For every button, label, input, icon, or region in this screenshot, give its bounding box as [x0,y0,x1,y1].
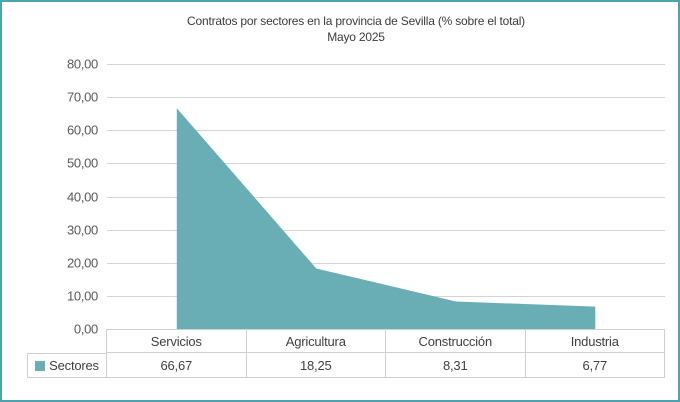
table-legend-spacer [27,329,107,353]
y-tick-label: 80,00 [66,56,98,72]
gridline [107,262,665,264]
chart-title-line1: Contratos por sectores en la provincia d… [187,14,525,28]
series-legend-swatch-icon [35,360,46,371]
chart-title-line2: Mayo 2025 [327,30,385,44]
y-axis-labels: 0,00 10,00 20,00 30,00 40,00 50,00 60,00 70,00 8… [40,57,98,337]
table-value-cell: 8,31 [386,353,526,378]
table-category-header: Agricultura [246,329,386,353]
y-tick-label: 0,00 [73,321,98,337]
area-polygon [176,108,596,329]
y-tick-label: 60,00 [66,122,98,138]
chart-data-table: Servicios Agricultura Construcción Industri… [27,329,665,378]
gridline [107,229,665,231]
gridline [107,196,665,198]
gridline [107,130,665,132]
gridline [107,64,665,65]
table-value-cell: 18,25 [246,353,386,378]
plot-area [107,64,665,330]
table-category-header: Construcción [386,329,526,353]
series-name-label: Sectores [49,358,99,373]
gridline [107,97,665,99]
table-category-header: Servicios [107,329,247,353]
table-value-cell: 66,67 [107,353,247,378]
chart-title: Contratos por sectores en la provincia d… [36,13,676,45]
table-value-cell: 6,77 [525,353,665,378]
y-tick-label: 40,00 [66,189,98,204]
table-legend-cell: Sectores [27,353,107,378]
y-tick-label: 50,00 [66,155,98,171]
area-series [176,108,596,329]
y-tick-label: 70,00 [66,89,98,105]
table-category-header: Industria [525,329,665,353]
y-tick-label: 30,00 [66,222,98,238]
y-tick-label: 10,00 [66,288,98,304]
y-tick-label: 20,00 [66,255,98,271]
gridline [107,163,665,165]
